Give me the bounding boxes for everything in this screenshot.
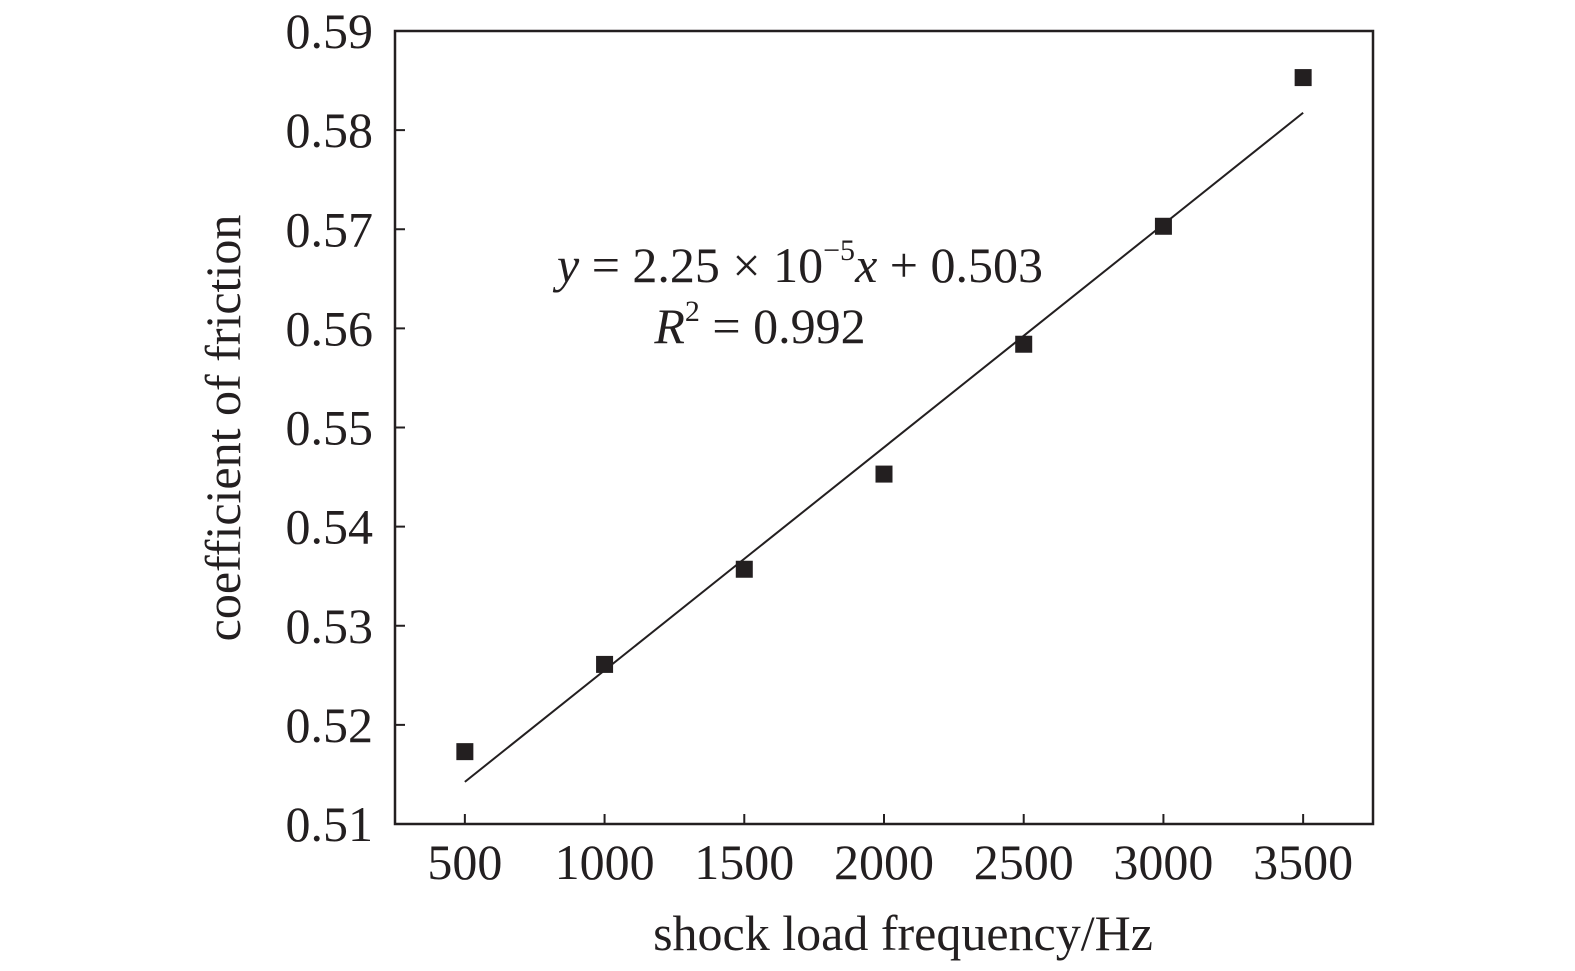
data-point-marker	[596, 655, 614, 673]
data-point-marker	[456, 743, 474, 761]
fit-equation: y = 2.25 × 10−5x + 0.503	[552, 234, 1043, 293]
y-tick-label: 0.59	[286, 3, 374, 59]
data-point-marker	[1154, 217, 1172, 235]
data-point-marker	[875, 465, 893, 483]
x-tick-label: 3000	[1113, 834, 1213, 890]
y-tick-label: 0.52	[286, 697, 374, 753]
data-points	[456, 69, 1312, 761]
x-tick-label: 1000	[555, 834, 655, 890]
y-tick-label: 0.54	[286, 499, 374, 555]
y-axis: 0.51 0.52 0.53 0.54 0.55 0.56 0.57 0.58 0.59	[286, 3, 405, 852]
y-axis-title: coefficient of friction	[195, 215, 251, 642]
x-tick-label: 2500	[974, 834, 1074, 890]
y-tick-label: 0.53	[286, 598, 374, 654]
y-tick-label: 0.57	[286, 201, 374, 257]
x-tick-label: 2000	[834, 834, 934, 890]
data-point-marker	[1294, 69, 1312, 87]
data-point-marker	[735, 560, 753, 578]
y-tick-label: 0.58	[286, 102, 374, 158]
y-tick-label: 0.56	[286, 300, 374, 356]
x-axis: 500 1000 1500 2000 2500 3000 3500	[427, 814, 1353, 890]
fit-line	[464, 111, 1304, 783]
y-tick-label: 0.55	[286, 400, 374, 456]
y-tick-label: 0.51	[286, 796, 374, 852]
x-tick-label: 1500	[694, 834, 794, 890]
plot-frame	[393, 29, 1375, 826]
x-tick-label: 500	[427, 834, 502, 890]
data-point-marker	[1015, 335, 1033, 353]
r-squared: R2 = 0.992	[653, 295, 865, 354]
x-axis-title: shock load frequency/Hz	[653, 905, 1153, 961]
x-tick-label: 3500	[1253, 834, 1353, 890]
